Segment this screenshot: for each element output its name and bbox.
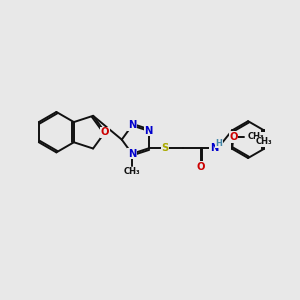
Text: N: N bbox=[145, 126, 153, 136]
Text: O: O bbox=[230, 132, 238, 142]
Text: CH₃: CH₃ bbox=[124, 167, 140, 176]
Text: O: O bbox=[196, 162, 205, 172]
Text: N: N bbox=[128, 121, 136, 130]
Text: CH₃: CH₃ bbox=[248, 132, 265, 141]
Text: N: N bbox=[128, 149, 136, 159]
Text: H: H bbox=[216, 139, 223, 148]
Text: N: N bbox=[210, 143, 218, 153]
Text: O: O bbox=[101, 127, 109, 137]
Text: CH₃: CH₃ bbox=[256, 137, 272, 146]
Text: S: S bbox=[161, 143, 169, 153]
